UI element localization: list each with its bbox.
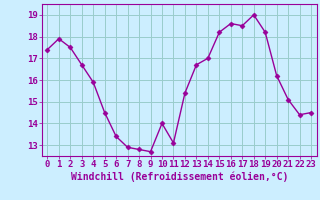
X-axis label: Windchill (Refroidissement éolien,°C): Windchill (Refroidissement éolien,°C)	[70, 172, 288, 182]
